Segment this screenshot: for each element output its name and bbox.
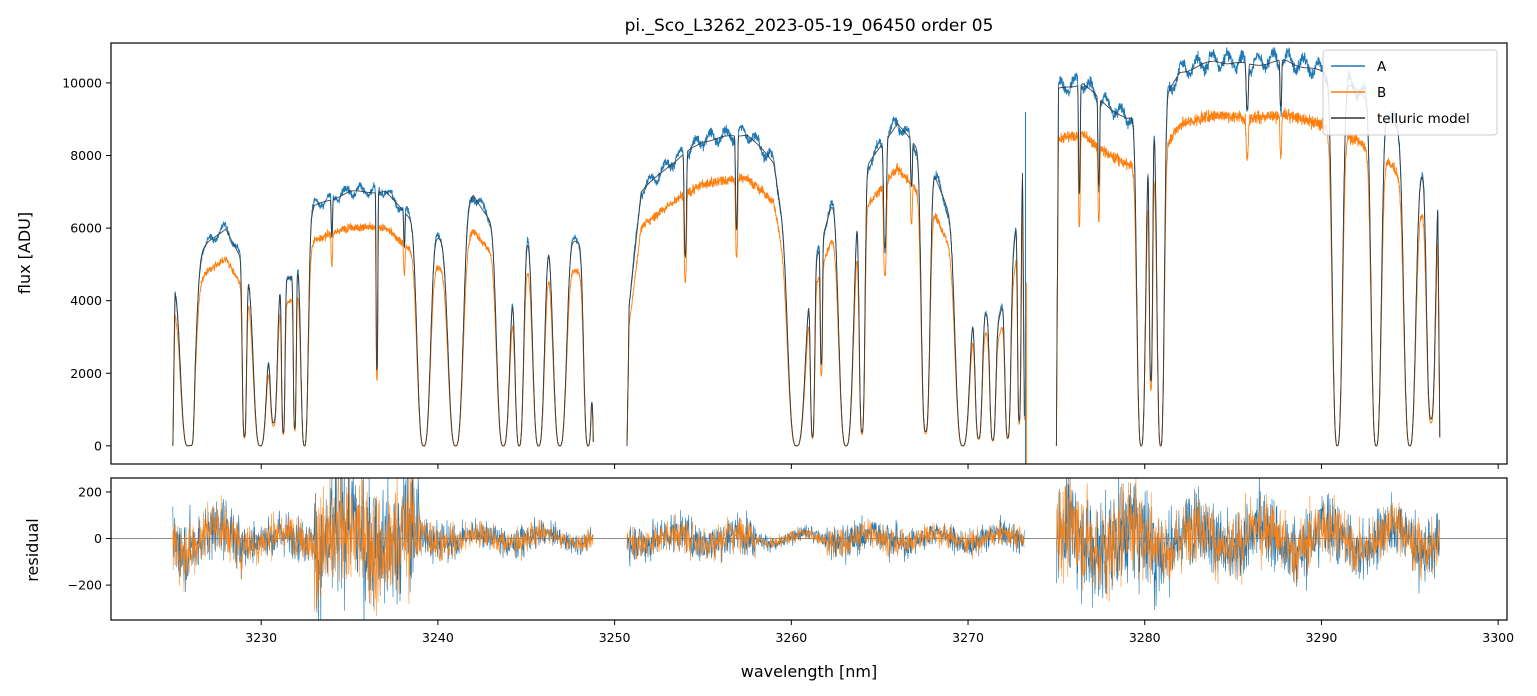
flux-y-axis-label: flux [ADU] [15,212,34,294]
residual-plot-area [111,478,1507,620]
flux-x-ticks [260,464,1499,469]
bottom-panel-frame [110,477,1508,621]
top-panel-frame [110,42,1508,465]
series-a-line-segment-1 [626,116,1025,447]
telluric-model-line-segment-1 [626,122,1025,447]
residual-b-line-segment-1 [626,513,1025,564]
top-panel: 0 2000 4000 6000 8000 10000 flux [ADU] A B te… [15,42,1508,469]
wavelength-x-tick-label: 3240 [422,630,454,645]
flux-y-ticks: 0 2000 4000 6000 8000 10000 [62,75,111,453]
residual-b-line-segment-0 [172,478,594,616]
series-b-line-segment-2 [1055,107,1441,447]
legend-box [1322,49,1498,136]
flux-y-tick-label: 6000 [70,221,102,236]
flux-y-tick-label: 2000 [70,366,102,381]
legend-label-a: A [1377,59,1387,75]
residual-y-axis-label: residual [23,518,42,581]
series-b-line-segment-0 [172,222,594,447]
flux-y-tick-label: 8000 [70,148,102,163]
flux-y-tick-label: 4000 [70,293,102,308]
residual-y-tick-label: −200 [68,578,102,593]
legend-label-b: B [1377,85,1386,101]
wavelength-x-tick-label: 3300 [1482,630,1514,645]
residual-a-line-segment-0 [172,478,594,620]
wavelength-x-ticks: 3230 3240 3250 3260 3270 3280 3290 3300 [245,620,1514,645]
residual-b-line-segment-2 [1056,478,1440,602]
residual-y-tick-label: 200 [78,484,102,499]
residual-y-ticks: −200 0 200 [68,484,111,593]
residual-y-tick-label: 0 [94,531,102,546]
legend-label-telluric: telluric model [1377,111,1470,127]
x-axis-label: wavelength [nm] [741,662,878,681]
wavelength-x-tick-label: 3260 [775,630,807,645]
telluric-model-line-segment-2 [1055,59,1441,447]
series-a-line-segment-0 [172,181,594,447]
wavelength-x-tick-label: 3270 [952,630,984,645]
bottom-panel: −200 0 200 3230 3240 3250 3260 3270 3280 3290 330… [23,477,1514,681]
telluric-model-line-segment-0 [172,190,594,447]
wavelength-x-tick-label: 3250 [599,630,631,645]
flux-plot-area [172,47,1441,464]
legend: A B telluric model [1322,49,1498,136]
wavelength-x-tick-label: 3230 [245,630,277,645]
wavelength-x-tick-label: 3290 [1306,630,1338,645]
wavelength-x-tick-label: 3280 [1129,630,1161,645]
chart-title: pi._Sco_L3262_2023-05-19_06450 order 05 [625,16,994,36]
flux-y-tick-label: 0 [94,438,102,453]
flux-y-tick-label: 10000 [62,75,102,90]
